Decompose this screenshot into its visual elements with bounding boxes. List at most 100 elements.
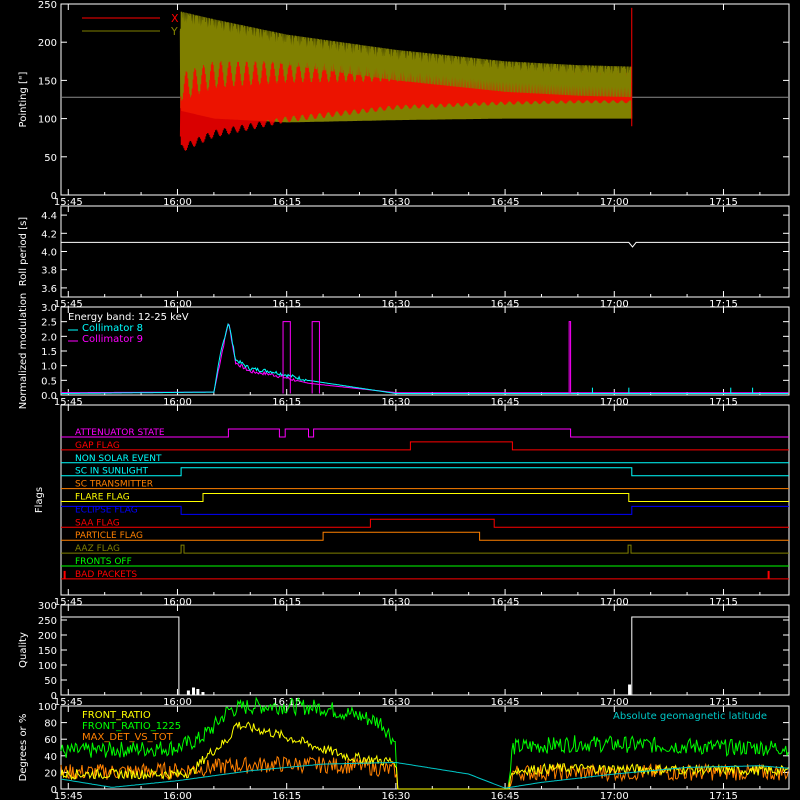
y-tick-label: 100	[38, 115, 57, 126]
y-tick-label: 0.5	[41, 376, 57, 387]
quality-blip	[186, 690, 190, 695]
flag-label: SC TRANSMITTER	[75, 480, 153, 490]
y-tick-label: 50	[44, 676, 57, 687]
y-tick-label: 2.5	[41, 318, 57, 329]
y-axis-label: Pointing ["]	[18, 71, 29, 127]
annotation-geomagnetic-latitude: Absolute geomagnetic latitude	[613, 711, 767, 722]
x-tick-label: 16:30	[381, 197, 410, 208]
quality-blip	[191, 687, 195, 695]
x-tick-label: 16:30	[381, 697, 410, 708]
flag-label: SAA FLAG	[75, 518, 120, 528]
legend-label-modulation-2: Collimator 9	[82, 334, 143, 345]
y-axis-label: Flags	[34, 487, 45, 513]
legend-label-modulation-0: Energy band: 12-25 keV	[68, 312, 189, 323]
x-tick-label: 16:45	[491, 697, 520, 708]
x-tick-label: 16:30	[381, 299, 410, 310]
y-axis-label: Degrees or %	[18, 714, 29, 782]
y-tick-label: 4.2	[41, 229, 57, 240]
x-tick-label: 17:15	[709, 397, 738, 408]
quality-blip	[201, 692, 205, 695]
x-tick-label: 15:45	[54, 791, 83, 800]
x-tick-label: 15:45	[54, 299, 83, 310]
x-tick-label: 15:45	[54, 597, 83, 608]
x-tick-label: 16:30	[381, 597, 410, 608]
x-tick-label: 17:00	[600, 299, 629, 310]
x-tick-label: 16:00	[163, 197, 192, 208]
x-tick-label: 16:00	[163, 397, 192, 408]
x-tick-label: 16:15	[272, 697, 301, 708]
collimator-9-spike	[282, 321, 291, 394]
y-tick-label: 0	[51, 191, 57, 202]
x-tick-label: 17:00	[600, 697, 629, 708]
y-tick-label: 150	[38, 646, 57, 657]
x-tick-label: 17:15	[709, 597, 738, 608]
x-tick-label: 17:00	[600, 397, 629, 408]
legend-label-ratio-1: FRONT_RATIO_1225	[82, 721, 181, 732]
y-tick-label: 0.0	[41, 391, 57, 402]
y-tick-label: 200	[38, 38, 57, 49]
flag-label: SC IN SUNLIGHT	[75, 467, 149, 477]
x-tick-label: 16:00	[163, 597, 192, 608]
y-tick-label: 250	[38, 0, 57, 11]
legend-label-y: Y	[170, 25, 178, 38]
x-tick-label: 15:45	[54, 397, 83, 408]
x-tick-label: 16:45	[491, 299, 520, 310]
y-axis-label: Roll period [s]	[18, 217, 29, 286]
y-tick-label: 4.0	[41, 248, 57, 259]
series-quality	[61, 616, 789, 696]
y-tick-label: 50	[44, 153, 57, 164]
x-tick-label: 17:15	[709, 697, 738, 708]
series-y-pointing-top	[179, 11, 632, 98]
flag-trace	[61, 467, 789, 477]
flag-trace	[61, 531, 789, 541]
flag-trace	[61, 544, 789, 554]
y-tick-label: 100	[38, 661, 57, 672]
x-tick-label: 16:45	[491, 791, 520, 800]
y-tick-label: 250	[38, 616, 57, 627]
legend-label-modulation-1: Collimator 8	[82, 323, 143, 334]
y-tick-label: 2.0	[41, 332, 57, 343]
y-tick-label: 150	[38, 76, 57, 87]
panel-6: 15:45 16:00 16:15 16:30 16:45 17:00 17:15 0 20 40…	[18, 696, 790, 800]
flag-label: FLARE FLAG	[75, 493, 130, 503]
x-tick-label: 17:00	[600, 597, 629, 608]
x-tick-label: 16:00	[163, 791, 192, 800]
x-tick-label: 16:30	[381, 791, 410, 800]
panel-4: 15:45 16:00 16:15 16:30 16:45 17:00 17:15 Flags…	[34, 404, 790, 608]
flag-label: FRONTS OFF	[75, 557, 132, 567]
series-roll-period	[61, 241, 789, 248]
legend-label-ratio-0: FRONT_RATIO	[82, 710, 151, 721]
flag-label: AAZ FLAG	[75, 544, 120, 554]
x-tick-label: 16:15	[272, 597, 301, 608]
x-tick-label: 17:15	[709, 197, 738, 208]
x-tick-label: 16:30	[381, 397, 410, 408]
y-tick-label: 0	[51, 785, 57, 796]
x-tick-label: 16:00	[163, 299, 192, 310]
y-tick-label: 4.4	[41, 211, 57, 222]
quality-blip	[196, 689, 200, 695]
x-tick-label: 15:45	[54, 197, 83, 208]
x-tick-label: 17:15	[709, 791, 738, 800]
series-collimator-8	[61, 322, 789, 394]
panel-frame	[60, 3, 790, 196]
panel-2: 15:45 16:00 16:15 16:30 16:45 17:00 17:15 3.6 3.…	[18, 205, 790, 310]
x-tick-label: 16:00	[163, 697, 192, 708]
y-tick-label: 20	[44, 768, 57, 779]
y-tick-label: 200	[38, 631, 57, 642]
flag-trace	[61, 441, 789, 451]
x-tick-label: 16:45	[491, 597, 520, 608]
y-tick-label: 1.0	[41, 362, 57, 373]
flag-label: ECLIPSE FLAG	[75, 505, 138, 515]
x-tick-label: 17:00	[600, 791, 629, 800]
legend-label-ratio-2: MAX_DET_VS_TOT	[82, 732, 174, 743]
collimator-9-spike	[311, 321, 320, 394]
collimator-9-spike	[568, 321, 572, 394]
flag-trace	[61, 505, 789, 515]
x-tick-label: 16:15	[272, 791, 301, 800]
x-tick-label: 17:00	[600, 197, 629, 208]
y-tick-label: 100	[38, 702, 57, 713]
flag-trace	[61, 428, 789, 438]
x-tick-label: 16:15	[272, 397, 301, 408]
flag-label: ATTENUATOR STATE	[75, 428, 165, 438]
